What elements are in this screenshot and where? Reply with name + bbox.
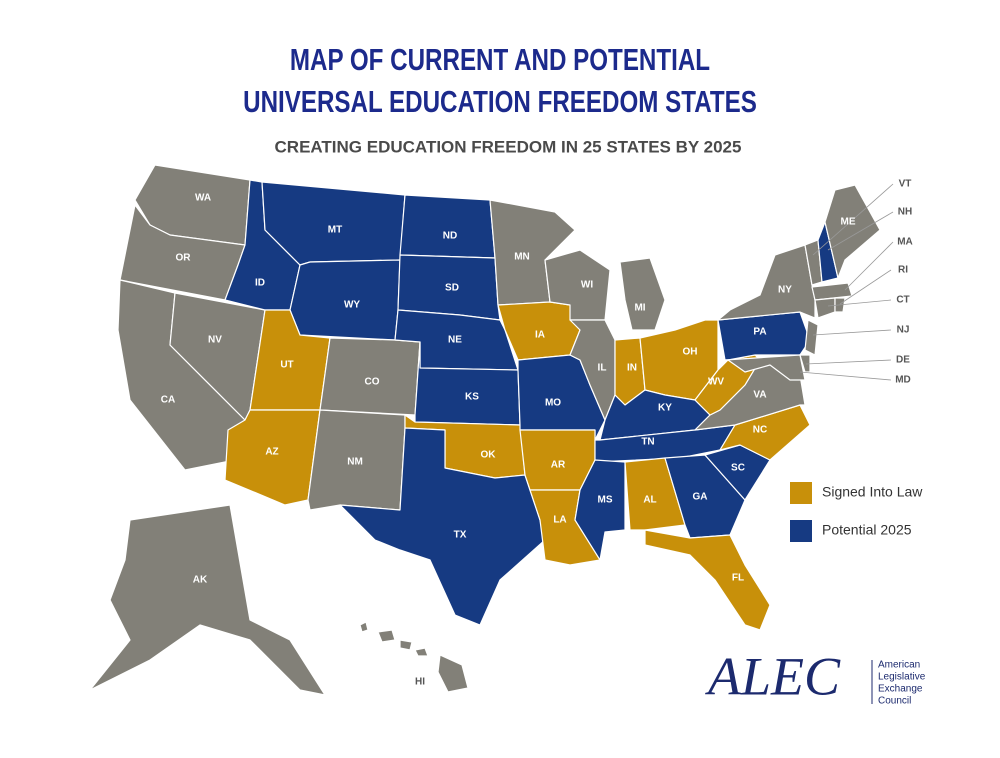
state-label: FL	[732, 573, 744, 584]
legend: Signed Into Law Potential 2025	[790, 482, 923, 542]
logo-text: American	[878, 660, 920, 671]
state-shape	[811, 282, 853, 301]
logo-text: Exchange	[878, 684, 923, 695]
state-label: KY	[658, 403, 672, 414]
state-shape	[814, 297, 836, 319]
state-label: ID	[255, 278, 265, 289]
state-label: CO	[365, 377, 380, 388]
logo: ALEC American Legislative Exchange Counc…	[705, 646, 926, 706]
state-shape	[399, 639, 413, 651]
state-shape	[574, 459, 626, 561]
state-label: NH	[898, 207, 912, 218]
leader-line	[844, 241, 894, 291]
state-label: MO	[545, 398, 561, 409]
legend-label: Signed Into Law	[822, 484, 923, 500]
state-label: LA	[553, 515, 566, 526]
logo-mark: ALEC	[705, 646, 841, 706]
state-label: WV	[708, 377, 724, 388]
state-label: SC	[731, 463, 745, 474]
state-label: MT	[328, 225, 342, 236]
leader-line	[799, 371, 892, 381]
subtitle: CREATING EDUCATION FREEDOM IN 25 STATES …	[275, 137, 742, 156]
state-label: WI	[581, 280, 593, 291]
state-shape	[339, 427, 546, 626]
state-label: OK	[481, 450, 497, 461]
state-shape	[89, 504, 326, 696]
state-label: MN	[514, 252, 530, 263]
state-label: HI	[415, 677, 425, 688]
state-label: UT	[280, 360, 293, 371]
legend-swatch	[790, 482, 812, 504]
state-shape	[619, 257, 666, 331]
state-shape	[799, 354, 811, 373]
state-label: IA	[535, 330, 545, 341]
state-label: VT	[899, 179, 912, 190]
logo-text: Council	[878, 696, 911, 707]
state-label: DE	[896, 355, 910, 366]
state-label: SD	[445, 283, 459, 294]
state-label: AK	[193, 575, 208, 586]
state-label: AZ	[265, 447, 278, 458]
state-shape	[437, 654, 469, 693]
state-label: TN	[641, 437, 654, 448]
state-label: NY	[778, 285, 792, 296]
state-label: MI	[634, 303, 645, 314]
leader-line	[827, 211, 894, 251]
state-label: GA	[693, 492, 708, 503]
state-shape	[359, 621, 369, 633]
state-label: IN	[627, 363, 637, 374]
states	[89, 164, 881, 696]
state-label: NV	[208, 335, 222, 346]
state-shape	[724, 354, 806, 381]
state-label: IL	[598, 363, 607, 374]
state-label: KS	[465, 392, 479, 403]
state-label: AR	[551, 460, 566, 471]
state-label: ME	[841, 217, 856, 228]
title-line: MAP OF CURRENT AND POTENTIAL	[290, 42, 710, 77]
state-label: CA	[161, 395, 175, 406]
leader-line	[812, 329, 892, 336]
title-line: UNIVERSAL EDUCATION FREEDOM STATES	[243, 84, 757, 119]
logo-text: Legislative	[878, 672, 926, 683]
state-label: MD	[895, 375, 911, 386]
state-label: NC	[753, 425, 767, 436]
leader-line	[805, 359, 892, 365]
state-label: TX	[454, 530, 467, 541]
leader-line	[827, 299, 892, 307]
state-label: WA	[195, 193, 211, 204]
state-shape	[644, 529, 771, 631]
state-shape	[569, 319, 616, 421]
state-label: NJ	[897, 325, 910, 336]
state-label: RI	[898, 265, 908, 276]
state-shape	[717, 244, 816, 321]
state-label: AL	[643, 495, 656, 506]
legend-label: Potential 2025	[822, 522, 912, 538]
state-labels: WA OR CA NV ID MT WY UT AZ CO NM ND SD NE KS OK TX MN IA MO…	[161, 179, 913, 688]
state-label: NM	[347, 457, 363, 468]
state-shape	[414, 647, 429, 657]
state-label: OH	[683, 347, 698, 358]
leader-line	[812, 183, 894, 256]
state-label: OR	[176, 253, 192, 264]
state-label: NE	[448, 335, 462, 346]
state-shape	[804, 319, 819, 356]
state-label: VA	[753, 390, 766, 401]
state-label: PA	[753, 327, 766, 338]
state-label: WY	[344, 300, 360, 311]
state-label: MS	[598, 495, 613, 506]
legend-swatch	[790, 520, 812, 542]
state-shape	[399, 194, 496, 259]
state-label: CT	[896, 295, 909, 306]
state-label: MA	[897, 237, 913, 248]
state-label: ND	[443, 231, 457, 242]
state-shape	[377, 629, 396, 643]
leader-line	[839, 269, 892, 305]
